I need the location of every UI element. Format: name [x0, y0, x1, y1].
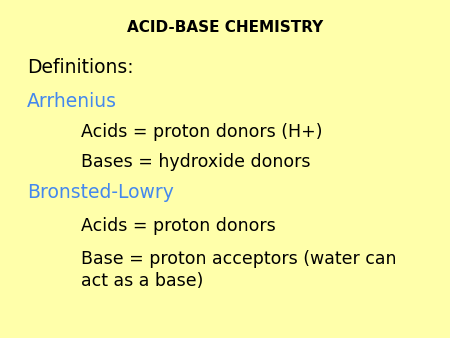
Text: Base = proton acceptors (water can
act as a base): Base = proton acceptors (water can act a…	[81, 250, 396, 290]
Text: Bases = hydroxide donors: Bases = hydroxide donors	[81, 153, 310, 171]
Text: Bronsted-Lowry: Bronsted-Lowry	[27, 183, 174, 202]
Text: Acids = proton donors (H+): Acids = proton donors (H+)	[81, 123, 323, 141]
Text: Arrhenius: Arrhenius	[27, 92, 117, 111]
Text: ACID-BASE CHEMISTRY: ACID-BASE CHEMISTRY	[127, 20, 323, 35]
Text: Acids = proton donors: Acids = proton donors	[81, 217, 276, 236]
Text: Definitions:: Definitions:	[27, 58, 134, 77]
